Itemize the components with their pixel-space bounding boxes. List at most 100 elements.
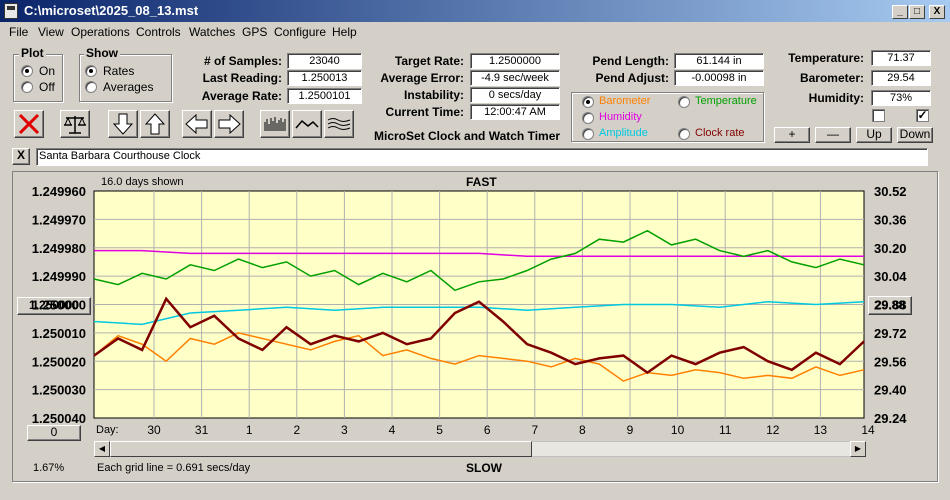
close-button[interactable]: X [929,5,945,19]
scroll-right-button[interactable]: ▶ [850,441,866,457]
y-right-tick: 29.72 [874,326,907,341]
target-rate-label: Target Rate: [394,54,464,68]
env-checkbox-2[interactable]: ✓ [916,108,929,122]
arrow-down-icon [112,113,134,135]
y-right-tick: 29.40 [874,383,907,398]
y-left-tick: 1.250040 [32,411,86,426]
plot-group-title: Plot [19,46,46,60]
plus-button[interactable]: + [774,127,810,143]
clear-name-button[interactable]: X [12,148,30,165]
target-rate-field[interactable]: 1.2500000 [470,53,560,69]
arrow-down-button[interactable] [108,110,138,138]
arrow-right-button[interactable] [214,110,244,138]
y-right-tick: 30.52 [874,184,907,199]
humidity-field: 73% [871,90,931,106]
temperature-radio[interactable] [678,96,690,108]
average-error-field: -4.9 sec/week [470,70,560,86]
x-tick-label: 6 [484,423,491,437]
pend-length-label: Pend Length: [592,54,669,68]
y-left-tick: 1.250020 [32,354,86,369]
x-tick-label: 12 [766,423,780,437]
y-right-tick: 29.56 [874,354,907,369]
menu-view[interactable]: View [38,25,64,39]
balance-button[interactable] [60,110,90,138]
arrow-up-icon [144,113,166,135]
days-shown-label: 16.0 days shown [101,176,184,188]
minus-button[interactable]: — [815,127,851,143]
show-group [79,54,172,102]
minimize-button[interactable]: _ [892,5,908,19]
menu-gps[interactable]: GPS [242,25,268,39]
barometer-label: Barometer [599,95,651,107]
stop-button[interactable] [14,110,44,138]
menu-watches[interactable]: Watches [189,25,236,39]
multi-wave-icon [327,118,351,130]
window-title: C:\microset\2025_08_13.mst [24,3,199,18]
right-center-button[interactable]: 29.88 [868,296,912,315]
series-line-humidity [94,249,864,258]
show-group-title: Show [84,46,120,60]
multi-wave-button[interactable] [324,110,354,138]
plot-on-radio[interactable] [21,65,33,77]
pend-adjust-field: -0.00098 in [674,70,764,86]
app-icon [4,3,18,19]
menu-help[interactable]: Help [332,25,357,39]
humidity-label: Humidity [599,111,642,123]
y-right-tick: 30.04 [874,269,907,284]
app-name: MicroSet Clock and Watch Timer [374,129,561,143]
samples-field: 23040 [287,53,362,69]
arrow-left-icon [185,113,208,135]
amplitude-radio[interactable] [582,128,594,140]
maximize-button[interactable]: □ [909,5,925,19]
scroll-thumb[interactable] [110,441,532,457]
barometer-radio[interactable] [582,96,594,108]
percent-label: 1.67% [33,462,65,474]
temperature-field: 71.37 [871,50,931,66]
menu-configure[interactable]: Configure [274,25,327,39]
up-button[interactable]: Up [856,127,892,143]
y-left-tick: 1.249980 [32,241,86,256]
wave-button[interactable] [292,110,322,138]
show-rates-radio[interactable] [85,65,97,77]
x-tick-label: 13 [814,423,828,437]
scroll-left-button[interactable]: ◀ [94,441,110,457]
pend-length-field[interactable]: 61.144 in [674,53,764,69]
clock-rate-radio[interactable] [678,128,690,140]
clock-rate-label: Clock rate [695,127,745,139]
x-tick-label: 3 [341,423,348,437]
arrow-right-icon [218,113,241,135]
average-error-label: Average Error: [380,71,464,85]
clock-name-field[interactable]: Santa Barbara Courthouse Clock [36,148,928,166]
series-line-clock-rate [93,296,865,375]
humidity-radio[interactable] [582,112,594,124]
env-checkbox-1[interactable] [872,109,885,122]
y-right-tick: 30.36 [874,212,907,227]
menu-operations[interactable]: Operations [71,25,130,39]
arrow-up-button[interactable] [140,110,170,138]
x-tick-label: 2 [293,423,300,437]
fast-label: FAST [466,175,497,189]
y-left-tick: 1.250010 [32,326,86,341]
plot-off-radio[interactable] [21,81,33,93]
show-averages-radio[interactable] [85,81,97,93]
show-averages-label: Averages [103,80,154,94]
last-reading-field: 1.250013 [287,70,362,86]
show-rates-label: Rates [103,64,135,78]
wave-icon [295,119,319,129]
x-tick-label: 30 [147,423,161,437]
x-tick-label: 4 [389,423,396,437]
y-left-tick: 1.249960 [32,184,86,199]
menu-file[interactable]: File [9,25,29,39]
down-button[interactable]: Down [897,127,933,143]
average-rate-field: 1.2500101 [287,88,362,104]
histogram-button[interactable] [260,110,290,138]
y-right-tick: 29.88 [874,298,907,313]
x-tick-label: 10 [671,423,685,437]
temperature-reading-label: Temperature: [788,51,864,65]
y-left-tick: 1.250000 [32,298,86,313]
menu-controls[interactable]: Controls [136,25,181,39]
arrow-left-button[interactable] [182,110,212,138]
center-rate-button[interactable]: 1.250000 [17,297,91,315]
zero-button[interactable]: 0 [27,425,81,441]
